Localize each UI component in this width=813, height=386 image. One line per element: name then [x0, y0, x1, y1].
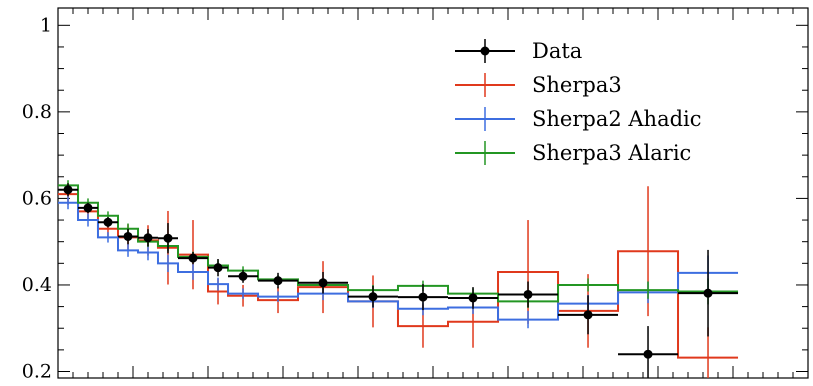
- plot-frame: [57, 7, 809, 379]
- legend-item: Sherpa3 Alaric: [455, 141, 691, 165]
- legend-item: Sherpa3: [455, 73, 622, 97]
- y-tick-label: 0.8: [22, 101, 52, 123]
- y-tick-label: 1: [40, 14, 52, 36]
- series-step-line: [58, 201, 739, 321]
- data-point: [468, 293, 478, 303]
- legend-item: Sherpa2 Ahadic: [455, 107, 702, 131]
- data-point: [643, 349, 653, 359]
- y-tick-label: 0.6: [22, 187, 52, 209]
- data-point: [188, 253, 198, 263]
- data-point: [123, 231, 133, 241]
- series-data: [58, 183, 739, 378]
- series-sherpa2-ahadic: [58, 196, 739, 329]
- legend: Data Sherpa3 Sherpa2 Ahadic Sherpa3 Alaric: [455, 39, 702, 165]
- data-point: [273, 276, 283, 286]
- data-point: [163, 233, 173, 243]
- data-point: [583, 310, 593, 320]
- series-sherpa3-alaric: [58, 180, 739, 308]
- data-point: [368, 292, 378, 302]
- data-point: [523, 289, 533, 299]
- legend-label: Sherpa3: [532, 73, 622, 97]
- data-point: [63, 185, 73, 195]
- series-step-line: [58, 193, 739, 359]
- legend-label: Sherpa3 Alaric: [532, 141, 691, 165]
- data-point: [213, 263, 223, 273]
- data-point: [418, 292, 428, 302]
- data-point: [703, 288, 713, 298]
- series-sherpa3: [58, 183, 739, 378]
- legend-label: Data: [532, 39, 582, 63]
- y-tick-label: 0.4: [22, 274, 52, 296]
- data-point: [83, 203, 93, 213]
- series-step-line: [58, 184, 739, 303]
- legend-label: Sherpa2 Ahadic: [532, 107, 702, 131]
- data-point: [318, 278, 328, 288]
- data-point: [143, 233, 153, 243]
- y-tick-labels: 0.2 0.4 0.6 0.8 1: [22, 14, 52, 382]
- y-tick-label: 0.2: [22, 361, 52, 383]
- legend-item: Data: [455, 39, 582, 63]
- legend-swatch-marker: [480, 46, 490, 56]
- tick-group: [57, 8, 809, 378]
- series-layer: [58, 180, 739, 378]
- data-point: [103, 217, 113, 227]
- data-point: [238, 271, 248, 281]
